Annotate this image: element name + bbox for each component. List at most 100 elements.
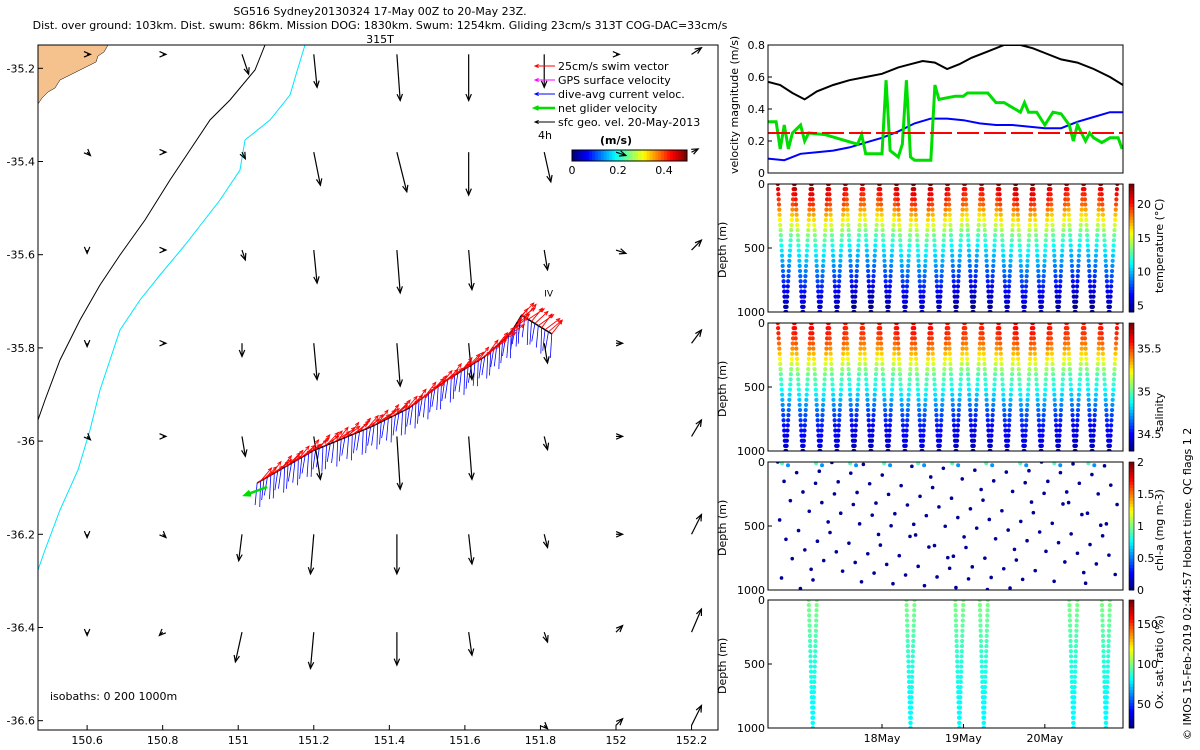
temperature-point <box>838 258 843 263</box>
temperature-point <box>901 289 906 294</box>
chla-point <box>1010 489 1015 494</box>
temperature-point <box>1030 184 1036 187</box>
chla-point <box>838 511 843 515</box>
swim-vector-head <box>413 395 418 401</box>
temperature-point <box>1010 217 1016 222</box>
salinity-point <box>964 341 969 346</box>
temperature-point <box>1059 258 1064 263</box>
salinity-point <box>795 366 800 372</box>
temperature-point <box>1113 202 1119 207</box>
temperature-point <box>855 248 861 253</box>
salinity-point <box>826 323 831 326</box>
isobath-1000m <box>38 45 306 571</box>
swim-vector-head <box>548 313 553 319</box>
temperature-colorbar-frame <box>1128 183 1135 313</box>
geo-vector-head <box>615 433 625 440</box>
chla-point <box>1044 549 1048 554</box>
chla-colorbar-segment <box>1129 468 1134 473</box>
geo-vector-head <box>402 184 409 194</box>
salinity-point <box>924 372 930 377</box>
temperature-colorbar-segment <box>1129 260 1134 265</box>
salinity-point <box>934 407 939 413</box>
salinity-point <box>810 336 815 341</box>
colorbar-segment <box>669 150 674 161</box>
salinity-point <box>787 392 792 397</box>
temperature-point <box>923 263 928 269</box>
oxygen-point <box>954 638 959 644</box>
geo-vector-head <box>233 654 240 664</box>
temperature-point <box>879 212 884 217</box>
salinity-point <box>839 377 844 382</box>
salinity-point <box>870 433 875 438</box>
salinity-point <box>816 428 821 433</box>
salinity-point <box>1035 392 1040 397</box>
temperature-point <box>998 212 1003 217</box>
temperature-point <box>794 212 799 217</box>
salinity-point <box>951 423 957 428</box>
swim-vector-head <box>326 433 331 439</box>
temperature-point <box>807 202 812 207</box>
oxygen-point <box>1072 700 1077 705</box>
salinity-point <box>872 387 878 392</box>
temperature-point <box>823 217 828 222</box>
geo-vector-shaft <box>691 419 702 437</box>
figure-title: SG516 Sydney20130324 17-May 00Z to 20-Ma… <box>20 5 740 47</box>
temperature-point <box>1020 289 1025 294</box>
temperature-point <box>1009 243 1014 248</box>
temperature-point <box>1104 268 1109 274</box>
temperature-colorbar-segment <box>1129 212 1134 217</box>
geo-vector-head <box>393 567 401 576</box>
salinity-point <box>796 387 801 392</box>
chla-point <box>1061 502 1065 506</box>
chla-point <box>821 558 826 563</box>
salinity-point <box>940 392 945 397</box>
temperature-point <box>1071 289 1076 294</box>
temperature-point <box>1035 253 1040 258</box>
colorbar-segment <box>675 150 679 161</box>
swim-vector-head <box>338 430 343 435</box>
temperature-point <box>1085 238 1090 243</box>
salinity-point <box>896 356 902 361</box>
temperature-point <box>790 202 795 207</box>
chla-colorbar-segment <box>1129 462 1134 466</box>
oxygen-point <box>808 643 813 649</box>
temperature-point <box>1008 253 1013 258</box>
salinity-point <box>1043 387 1048 392</box>
salinity-point <box>1045 341 1051 346</box>
salinity-point <box>804 397 809 402</box>
oxygen-point <box>911 623 916 628</box>
oxygen-colorbar-segment <box>1129 705 1134 710</box>
oxygen-point <box>1102 669 1107 674</box>
salinity-point <box>913 346 918 351</box>
chla-surface-point <box>814 462 819 466</box>
salinity-point <box>1076 392 1082 397</box>
salinity-point <box>869 443 874 448</box>
oxygen-point <box>910 659 915 664</box>
temperature-point <box>1093 253 1099 258</box>
temperature-point <box>831 258 836 263</box>
salinity-point <box>1057 433 1062 438</box>
temperature-point <box>787 258 792 263</box>
chla-point <box>876 532 881 537</box>
temperature-point <box>1109 274 1114 279</box>
geo-vector-shaft <box>691 608 703 633</box>
salinity-point <box>1094 387 1099 392</box>
oxygen-point <box>978 623 983 628</box>
temperature-y-label: Depth (m) <box>716 222 729 278</box>
salinity-point <box>934 413 939 418</box>
chla-point <box>853 560 857 565</box>
temperature-point <box>950 258 955 263</box>
salinity-point <box>1019 413 1024 418</box>
oxygen-point <box>813 638 818 644</box>
temperature-point <box>807 207 812 212</box>
temperature-point <box>1113 207 1118 212</box>
salinity-point <box>1074 433 1079 438</box>
oxygen-colorbar-tick-label: 50 <box>1137 698 1151 711</box>
salinity-point <box>1087 407 1092 413</box>
dac-vector <box>274 471 279 491</box>
temperature-point <box>972 284 978 289</box>
oxygen-point <box>911 638 916 644</box>
salinity-point <box>988 438 994 443</box>
temperature-point <box>1005 309 1010 312</box>
dac-vector <box>352 433 357 454</box>
